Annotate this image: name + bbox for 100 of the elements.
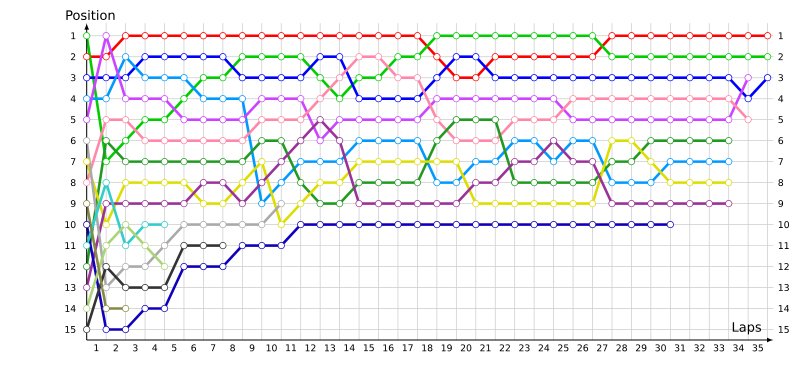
point [238, 200, 246, 208]
point [569, 74, 577, 82]
point [200, 116, 207, 124]
point [141, 179, 149, 186]
point [706, 95, 713, 102]
point [706, 74, 713, 82]
y-tick-label: 13 [65, 284, 76, 292]
point [706, 32, 713, 40]
point [258, 137, 266, 144]
point [588, 179, 596, 186]
point [355, 95, 363, 102]
point [472, 179, 480, 186]
point [238, 242, 246, 250]
point [278, 221, 285, 228]
point [102, 53, 110, 61]
point [608, 95, 616, 102]
point [472, 95, 480, 102]
point [666, 95, 674, 102]
point [83, 74, 90, 82]
point [160, 221, 168, 228]
point [141, 32, 149, 40]
y-axis-title: Position [66, 10, 115, 20]
x-tick-label: 3 [133, 344, 138, 352]
y2-tick-label: 12 [778, 263, 789, 270]
point [472, 200, 480, 208]
point [102, 74, 110, 82]
point [355, 32, 363, 40]
point [569, 53, 577, 61]
point [141, 116, 149, 124]
point [180, 95, 188, 102]
point [180, 32, 188, 40]
point [200, 32, 207, 40]
point [744, 32, 752, 40]
point [472, 137, 480, 144]
y-tick-label: 3 [70, 74, 76, 82]
point [83, 326, 90, 334]
point [278, 74, 285, 82]
x-tick-label: 19 [442, 344, 452, 352]
point [414, 95, 422, 102]
point [511, 221, 518, 228]
point [647, 179, 654, 186]
point [492, 200, 499, 208]
x-tick-label: 20 [460, 344, 472, 352]
point [180, 53, 188, 61]
point [530, 32, 538, 40]
x-tick-label: 1 [94, 344, 99, 352]
point [374, 221, 382, 228]
x-tick-label: 27 [597, 344, 608, 352]
point [706, 116, 713, 124]
x-tick-label: 25 [558, 344, 568, 352]
point [414, 179, 422, 186]
point [141, 242, 149, 250]
point [394, 137, 402, 144]
point [102, 263, 110, 270]
point [122, 74, 130, 82]
point [374, 74, 382, 82]
x-tick-label: 6 [191, 344, 196, 352]
point [141, 200, 149, 208]
point [706, 158, 713, 166]
point [511, 116, 518, 124]
point [647, 137, 654, 144]
point [588, 200, 596, 208]
point [336, 158, 344, 166]
point [122, 95, 130, 102]
point [628, 95, 636, 102]
point [180, 74, 188, 82]
point [122, 221, 130, 228]
point [297, 53, 304, 61]
point [141, 95, 149, 102]
x-tick-label: 11 [286, 344, 296, 352]
point [666, 53, 674, 61]
point [647, 116, 654, 124]
point [278, 242, 285, 250]
point [569, 200, 577, 208]
point [628, 158, 636, 166]
point [102, 221, 110, 228]
x-tick-label: 2 [114, 344, 118, 352]
point [355, 179, 363, 186]
point [141, 305, 149, 312]
point [219, 53, 226, 61]
point [628, 116, 636, 124]
point [550, 32, 558, 40]
point [433, 137, 440, 144]
x-tick-label: 8 [230, 344, 235, 352]
x-tick-label: 10 [266, 344, 277, 352]
x-tick-label: 32 [694, 344, 704, 352]
point [374, 53, 382, 61]
y-tick-label: 11 [65, 242, 76, 250]
x-axis-title: Laps [732, 322, 762, 335]
point [744, 74, 752, 82]
point [200, 221, 207, 228]
point [180, 221, 188, 228]
point [102, 326, 110, 334]
point [316, 95, 324, 102]
point [219, 263, 226, 270]
point [666, 32, 674, 40]
point [160, 158, 168, 166]
point [647, 32, 654, 40]
point [394, 32, 402, 40]
point [628, 74, 636, 82]
